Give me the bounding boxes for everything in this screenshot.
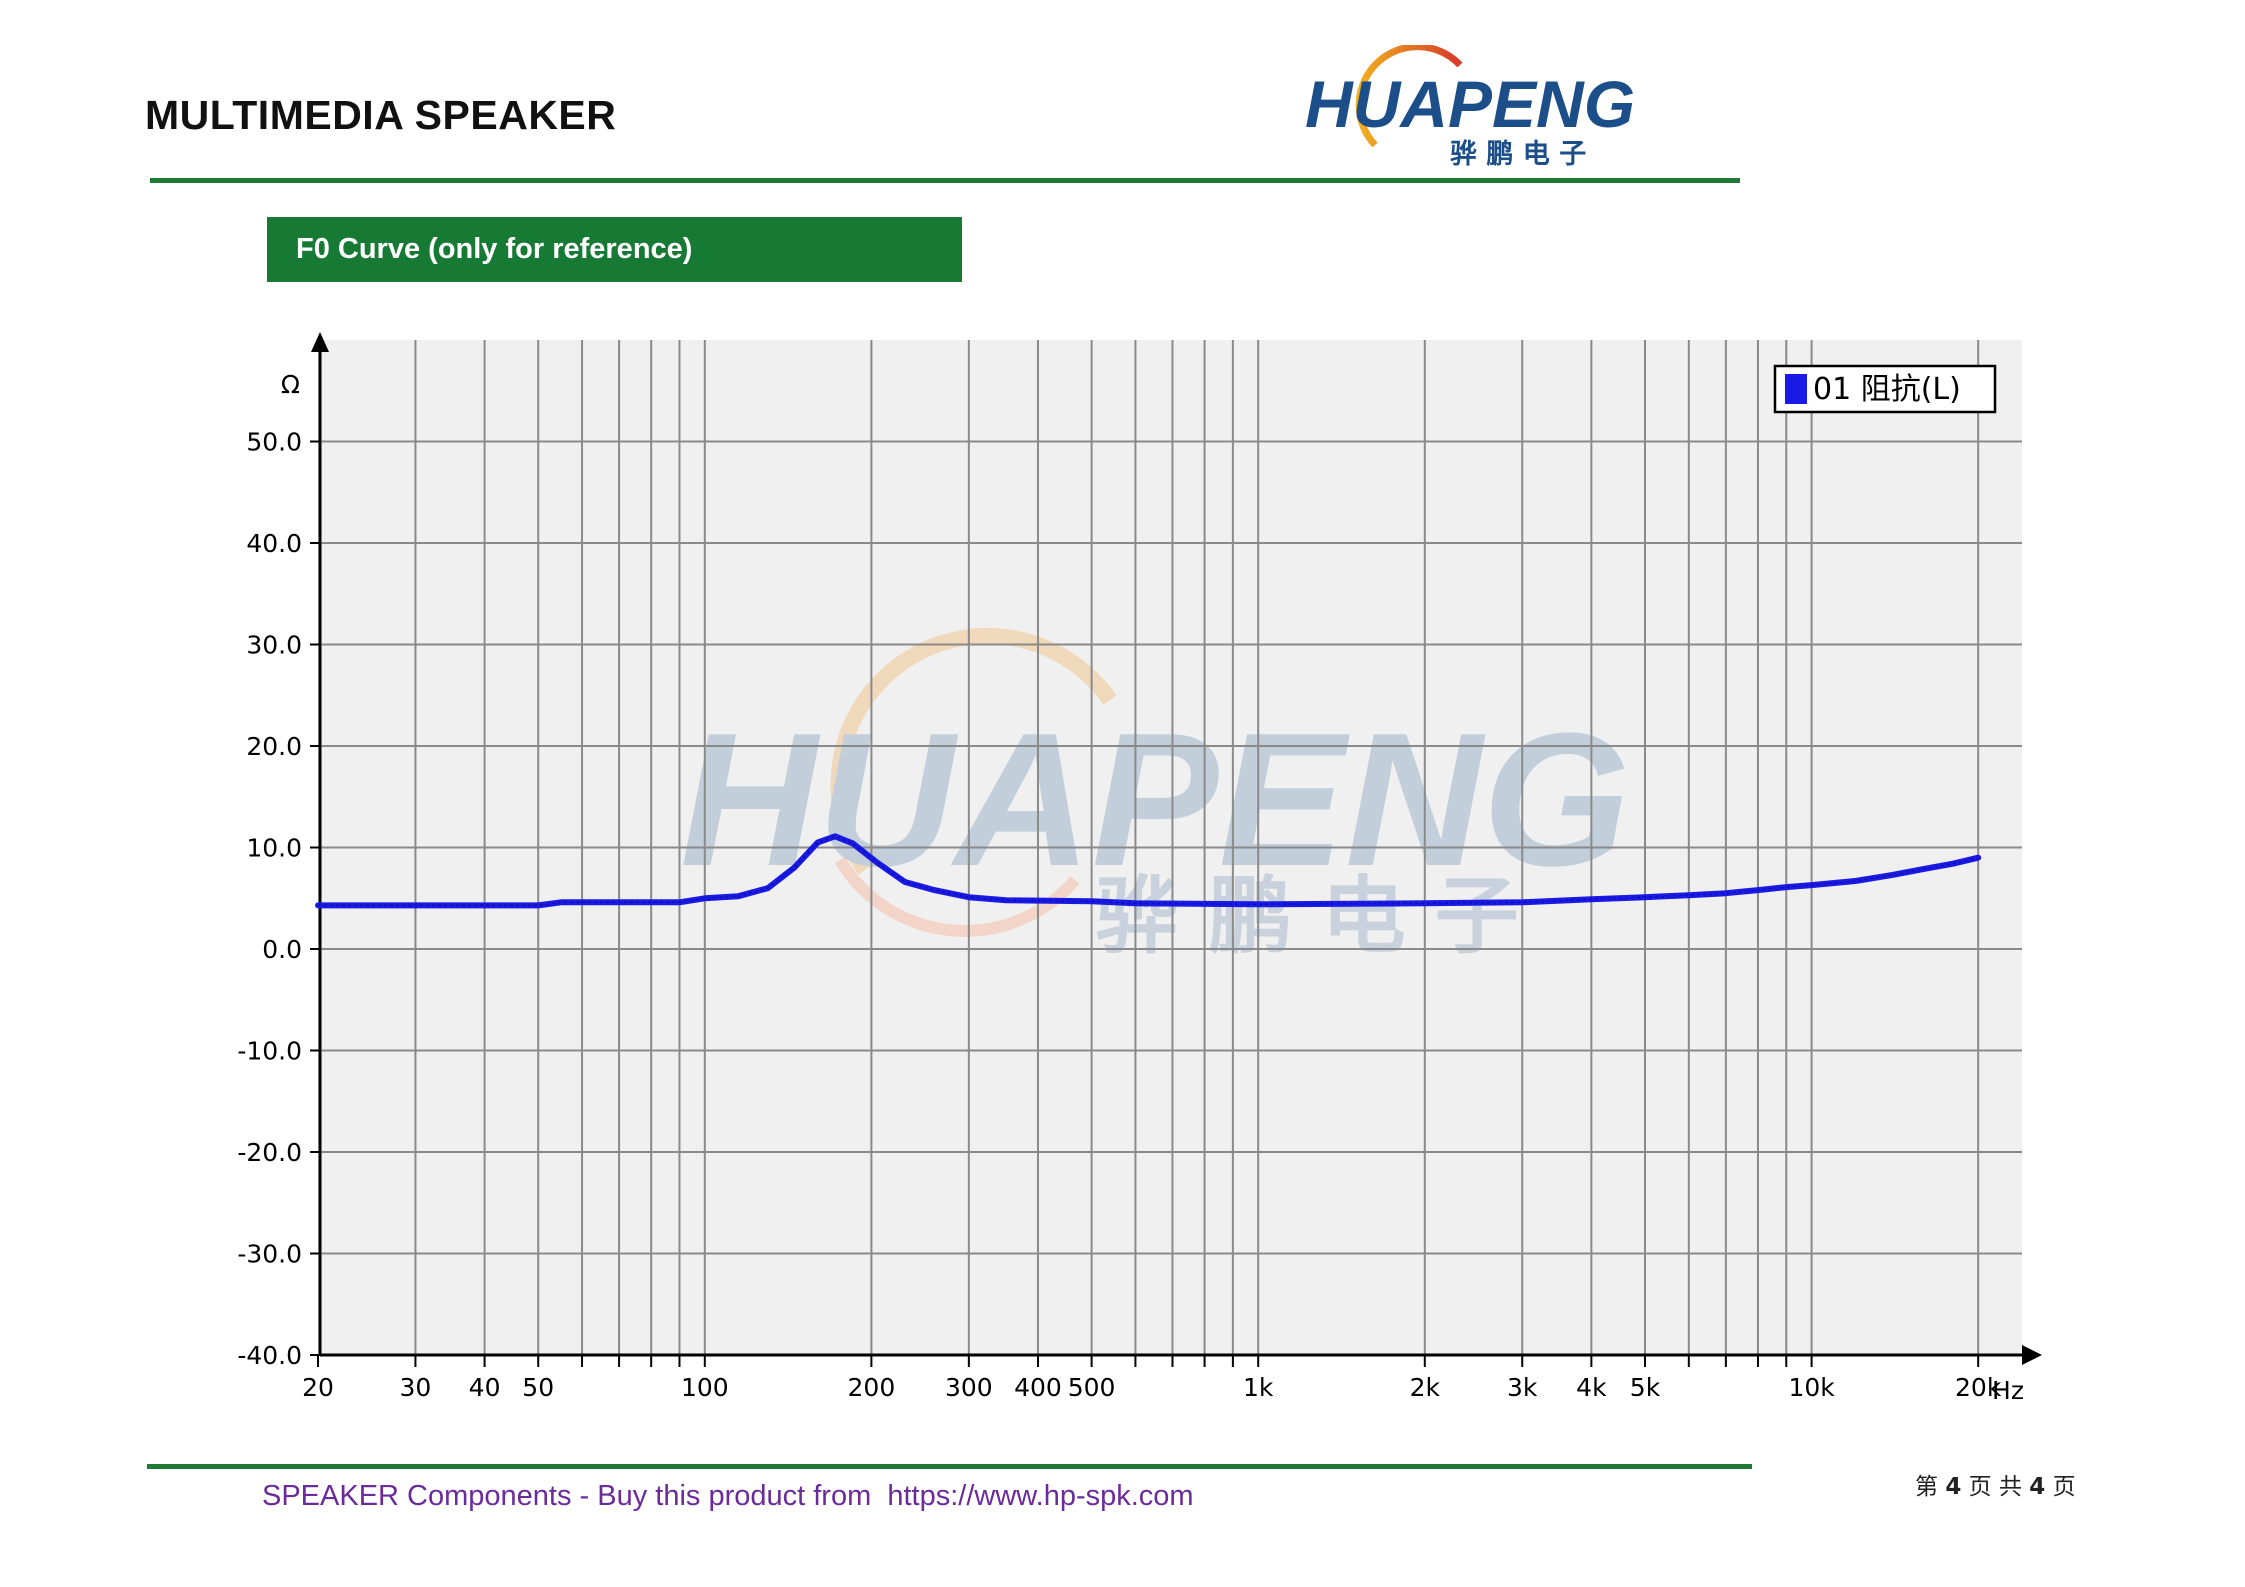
series-line-impedance xyxy=(315,833,1982,909)
y-tick-label: -40.0 xyxy=(237,1341,302,1370)
watermark-wordmark: HUAPENG xyxy=(680,694,1630,906)
page-middle: 页 共 xyxy=(1968,1474,2022,1500)
watermark-arc-lower-icon xyxy=(834,856,1080,937)
y-axis-unit: Ω xyxy=(281,370,300,399)
y-tick-label: 0.0 xyxy=(262,935,302,964)
legend-label: 01 阻抗(L) xyxy=(1813,372,1961,407)
x-tick-label: 1k xyxy=(1243,1373,1274,1402)
x-tick-label: 500 xyxy=(1068,1373,1116,1402)
y-axis-arrow-icon xyxy=(311,332,329,352)
x-tick-label: 50 xyxy=(522,1373,554,1402)
x-tick-label: 40 xyxy=(469,1373,501,1402)
y-tick-label: 30.0 xyxy=(246,631,302,660)
x-tick-label: 5k xyxy=(1630,1373,1661,1402)
footer-link-text[interactable]: SPEAKER Components - Buy this product fr… xyxy=(262,1480,1194,1512)
y-tick-label: -20.0 xyxy=(237,1138,302,1167)
x-tick-label: 20 xyxy=(302,1373,334,1402)
y-tick-label: 20.0 xyxy=(246,732,302,761)
x-tick-label: 3k xyxy=(1507,1373,1538,1402)
page-prefix: 第 xyxy=(1915,1474,1938,1500)
x-tick-label: 2k xyxy=(1410,1373,1441,1402)
logo-wordmark-cn: 骅 鹏 电 子 xyxy=(1450,139,1586,170)
x-axis-unit: Hz xyxy=(1992,1376,2024,1405)
header-divider xyxy=(150,178,1740,183)
legend-swatch xyxy=(1785,374,1807,404)
legend-box xyxy=(1773,364,1997,414)
footer-divider xyxy=(147,1464,1752,1469)
y-tick-label: 50.0 xyxy=(246,428,302,457)
section-title: F0 Curve (only for reference) xyxy=(267,217,962,282)
huapeng-logo: HUAPENG 骅 鹏 电 子 xyxy=(1305,45,1635,170)
logo-arc-icon xyxy=(1355,45,1463,148)
x-tick-label: 400 xyxy=(1014,1373,1062,1402)
page-total: 4 xyxy=(2029,1474,2046,1500)
page-suffix: 页 xyxy=(2052,1474,2076,1500)
x-tick-label: 30 xyxy=(400,1373,432,1402)
x-tick-label: 4k xyxy=(1576,1373,1607,1402)
x-tick-label: 20k xyxy=(1955,1373,2002,1402)
x-tick-label: 200 xyxy=(848,1373,896,1402)
x-axis-arrow-icon xyxy=(2022,1345,2042,1365)
x-tick-label: 10k xyxy=(1788,1373,1835,1402)
watermark-wordmark-cn: 骅 鹏 电 子 xyxy=(1095,867,1519,965)
y-tick-label: -30.0 xyxy=(237,1240,302,1269)
y-tick-label: 40.0 xyxy=(246,529,302,558)
page-current: 4 xyxy=(1945,1474,1962,1500)
y-tick-label: 10.0 xyxy=(246,834,302,863)
watermark-arc-icon xyxy=(830,627,1117,875)
logo-wordmark: HUAPENG xyxy=(1305,67,1635,141)
y-tick-label: -10.0 xyxy=(237,1037,302,1066)
x-tick-label: 300 xyxy=(945,1373,993,1402)
page-number: 第 4 页 共 4 页 xyxy=(1915,1467,2076,1501)
x-tick-label: 100 xyxy=(681,1373,729,1402)
document-title: MULTIMEDIA SPEAKER xyxy=(145,92,617,138)
